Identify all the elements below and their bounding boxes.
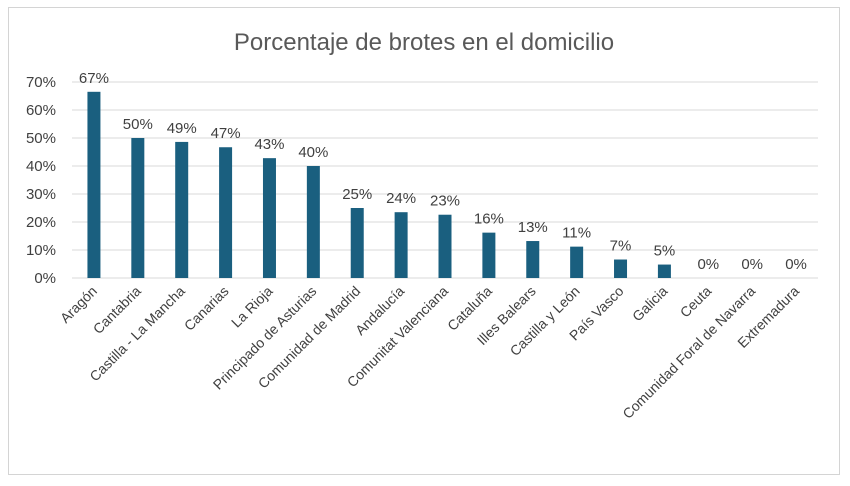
y-tick-label: 0% <box>34 270 56 287</box>
bar <box>219 147 233 278</box>
data-label: 40% <box>298 144 328 161</box>
data-label: 7% <box>610 238 632 255</box>
x-tick-label: Galicia <box>629 283 671 325</box>
chart-title: Porcentaje de brotes en el domicilio <box>234 29 614 56</box>
data-label: 43% <box>254 136 284 153</box>
y-tick-label: 30% <box>26 186 56 203</box>
y-tick-label: 10% <box>26 242 56 259</box>
bar <box>570 246 584 278</box>
data-label: 0% <box>697 256 719 273</box>
y-tick-label: 40% <box>26 158 56 175</box>
data-label: 50% <box>123 116 153 133</box>
data-label: 11% <box>562 225 591 242</box>
data-label: 67% <box>79 70 109 87</box>
bar <box>262 158 276 278</box>
data-label: 0% <box>785 256 807 273</box>
bar <box>482 232 496 278</box>
y-tick-label: 20% <box>26 214 56 231</box>
bar <box>131 138 145 278</box>
data-label: 13% <box>518 219 548 236</box>
data-label: 0% <box>741 256 763 273</box>
x-tick-label: Ceuta <box>677 283 715 321</box>
data-label: 5% <box>654 243 676 260</box>
bar <box>350 208 364 278</box>
data-label: 24% <box>386 190 416 207</box>
y-tick-label: 50% <box>26 130 56 147</box>
data-label: 23% <box>430 193 460 210</box>
data-label: 47% <box>211 125 241 142</box>
bar <box>175 141 189 278</box>
x-tick-label: Aragón <box>57 283 100 326</box>
data-label: 16% <box>474 211 504 228</box>
data-label: 49% <box>167 120 197 137</box>
bar <box>657 264 671 278</box>
chart-frame <box>8 7 840 475</box>
y-tick-label: 70% <box>26 74 56 91</box>
x-tick-label: Canarias <box>181 283 232 334</box>
bar <box>306 166 320 278</box>
data-label: 25% <box>342 186 372 203</box>
bar <box>394 212 408 278</box>
bar <box>87 91 101 278</box>
y-tick-label: 60% <box>26 102 56 119</box>
bar <box>438 214 452 278</box>
bar <box>526 241 540 278</box>
bar <box>614 259 628 278</box>
